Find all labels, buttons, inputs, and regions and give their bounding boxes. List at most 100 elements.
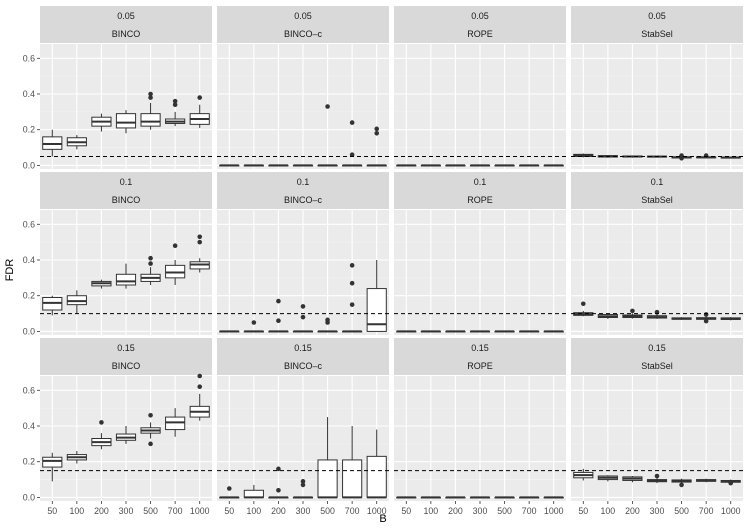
box-element [219, 164, 240, 167]
box-element [342, 263, 363, 333]
y-tick-label: 0.6 [23, 53, 35, 63]
x-tick-label: 50 [401, 506, 411, 516]
outlier-point [325, 317, 330, 323]
box-element [469, 164, 491, 167]
box-element [469, 496, 491, 499]
box-element [268, 466, 289, 499]
outlier-point [580, 301, 586, 307]
outlier-point [349, 280, 355, 286]
box-element [42, 295, 63, 316]
box-element [140, 91, 161, 130]
box-element [243, 164, 264, 167]
box-element [165, 243, 186, 285]
box-element [366, 260, 387, 332]
strip-background [217, 172, 389, 209]
box-element [140, 255, 161, 285]
outlier-point [349, 263, 355, 268]
x-tick-label: 700 [699, 506, 714, 516]
box-element [66, 451, 87, 464]
strip-background [394, 172, 566, 209]
box-element [243, 320, 264, 333]
y-tick-label: 0.4 [23, 89, 35, 99]
box-iqr [42, 456, 63, 468]
box-element [696, 478, 717, 483]
x-tick-label: 50 [224, 506, 234, 516]
x-tick-label: 200 [448, 506, 463, 516]
x-tick-label: 100 [424, 506, 439, 516]
strip-method-label: StabSel [641, 195, 673, 205]
box-element [622, 155, 643, 158]
box-element [317, 417, 338, 499]
box-element [543, 496, 564, 499]
facet-panel: 0.1 BINCO–c [217, 172, 389, 335]
outlier-point [148, 255, 153, 261]
strip-method-label: BINCO–c [284, 361, 323, 371]
box-element [573, 468, 594, 481]
outlier-point [703, 153, 709, 158]
outlier-point [630, 308, 635, 314]
strip-background [40, 338, 212, 375]
y-tick-label: 0.2 [23, 291, 35, 301]
strip-method-label: StabSel [641, 29, 673, 39]
x-axis-title: B [379, 513, 386, 525]
box-element [342, 426, 363, 499]
box-element [268, 298, 289, 333]
x-tick-label: 200 [271, 506, 286, 516]
outlier-point [703, 312, 709, 317]
facet-panel: 0.15 BINCO–c [217, 338, 389, 501]
box-iqr [342, 459, 363, 498]
y-tick-label: 0.4 [23, 255, 35, 265]
outlier-point [703, 318, 709, 324]
y-tick-label: 0.2 [23, 125, 35, 135]
box-element [519, 164, 540, 167]
outlier-point [226, 486, 232, 491]
box-element [317, 104, 338, 167]
facet-panel: 0.15 StabSel [571, 338, 743, 501]
strip-background [394, 338, 566, 375]
facet-panel: 0.1 BINCO [40, 172, 212, 335]
outlier-point [197, 384, 203, 390]
x-tick-label: 500 [674, 506, 689, 516]
y-tick-label: 0.0 [23, 160, 35, 170]
box-element [165, 98, 186, 127]
box-element [219, 486, 240, 499]
y-tick-label: 0.4 [23, 421, 35, 431]
facet-panel: 0.05 StabSel [571, 6, 743, 169]
box-element [573, 153, 594, 158]
outlier-point [300, 479, 306, 484]
box-iqr [366, 455, 387, 498]
outlier-point [679, 153, 684, 158]
box-element [189, 373, 210, 421]
box-element [720, 317, 741, 321]
strip-method-label: BINCO [112, 29, 141, 39]
strip-threshold-label: 0.05 [471, 11, 489, 21]
strip-threshold-label: 0.15 [471, 343, 489, 353]
outlier-point [276, 466, 281, 472]
strip-method-label: StabSel [641, 361, 673, 371]
outlier-point [172, 102, 178, 108]
box-element [243, 484, 264, 499]
x-tick-label: 300 [296, 506, 311, 516]
box-element [671, 153, 692, 161]
outlier-point [300, 304, 306, 309]
box-element [115, 110, 137, 134]
outlier-point [99, 420, 104, 425]
box-element [445, 330, 466, 333]
box-element [219, 330, 240, 333]
box-element [720, 479, 741, 486]
x-tick-label: 300 [650, 506, 665, 516]
box-element [140, 412, 161, 447]
box-element [292, 164, 314, 167]
outlier-point [197, 373, 203, 379]
x-tick-label: 200 [94, 506, 109, 516]
outlier-point [172, 98, 178, 104]
strip-method-label: BINCO [112, 195, 141, 205]
outlier-point [172, 243, 178, 249]
box-element [165, 408, 186, 437]
outlier-point [349, 302, 355, 307]
y-tick-label: 0.0 [23, 492, 35, 502]
outlier-point [728, 480, 734, 486]
outlier-point [374, 130, 380, 136]
facet-panel: 0.05 BINCO [40, 6, 212, 169]
